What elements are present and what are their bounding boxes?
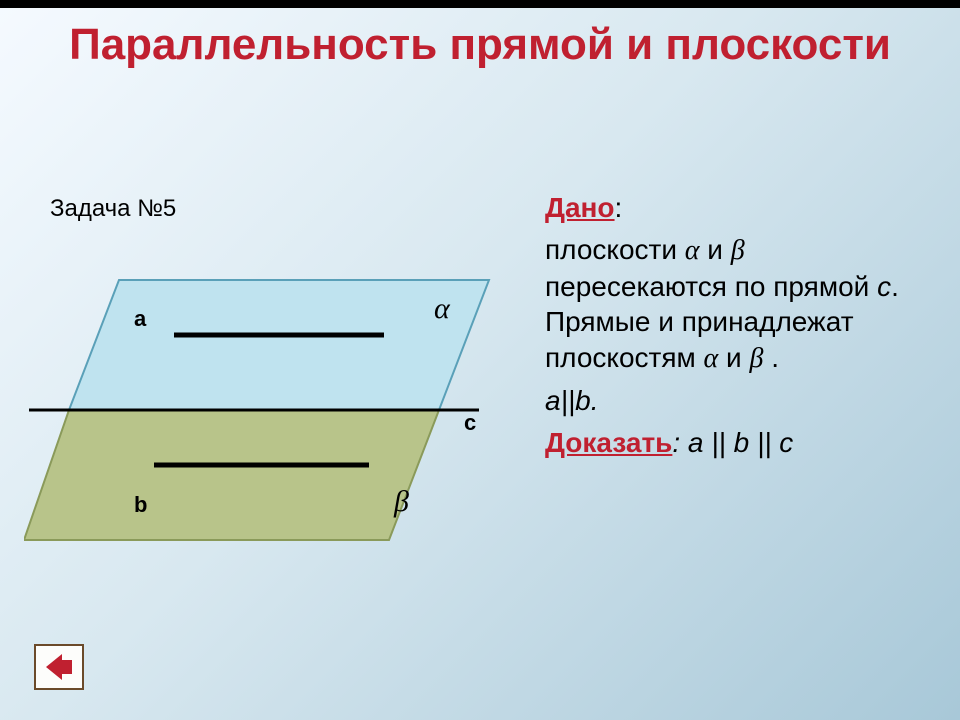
problem-text: Дано: плоскости α и β пересекаются по пр… bbox=[545, 190, 925, 467]
plane-alpha bbox=[69, 280, 489, 410]
geometry-diagram: a b c α β bbox=[24, 260, 524, 560]
plane-beta bbox=[24, 410, 439, 540]
prove-label: Доказать bbox=[545, 427, 672, 458]
prove-body: : a || b || c bbox=[672, 427, 793, 458]
problem-number: Задача №5 bbox=[50, 195, 176, 223]
text: с bbox=[877, 271, 891, 302]
given-label: Дано bbox=[545, 192, 615, 223]
page-title: Параллельность прямой и плоскости bbox=[0, 20, 960, 71]
text: . bbox=[771, 342, 779, 373]
text: и bbox=[707, 234, 730, 265]
text: и bbox=[726, 342, 742, 373]
back-icon bbox=[42, 652, 76, 682]
prove-line: Доказать: a || b || c bbox=[545, 425, 925, 461]
label-b: b bbox=[134, 492, 147, 518]
label-c: c bbox=[464, 410, 476, 436]
parallel-statement: a||b. bbox=[545, 383, 925, 419]
label-beta: β bbox=[394, 485, 409, 519]
beta-symbol: β bbox=[749, 343, 763, 374]
alpha-symbol: α bbox=[704, 343, 719, 374]
beta-symbol: β bbox=[731, 235, 745, 266]
top-bar bbox=[0, 0, 960, 8]
text: пересекаются по прямой bbox=[545, 271, 877, 302]
label-a: a bbox=[134, 306, 146, 332]
text: плоскости bbox=[545, 234, 685, 265]
alpha-symbol: α bbox=[685, 235, 700, 266]
label-alpha: α bbox=[434, 292, 450, 326]
given-body: плоскости α и β пересекаются по прямой с… bbox=[545, 232, 925, 377]
back-button[interactable] bbox=[34, 644, 84, 690]
